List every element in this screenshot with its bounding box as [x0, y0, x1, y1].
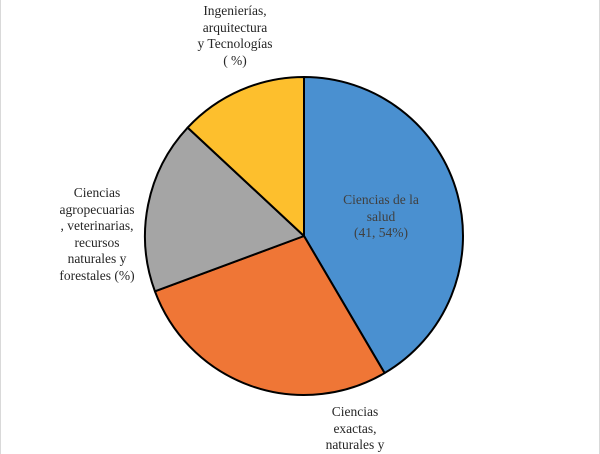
- label-line: Ciencias de la: [343, 192, 419, 207]
- label-line: naturales y: [67, 251, 127, 266]
- label-line: naturales y: [325, 437, 385, 452]
- slice-label-exactas: Ciencias exactas, naturales y: [310, 404, 400, 454]
- label-line: ( %): [223, 52, 247, 68]
- label-line: exactas,: [333, 420, 377, 436]
- label-line: Ciencias: [73, 185, 121, 200]
- label-line: agropecuarias: [59, 201, 135, 217]
- pie-slice-1: [303, 76, 464, 375]
- pie-slice-3: [144, 126, 305, 293]
- slice-label-salud: Ciencias de la salud (41, 54%): [326, 192, 436, 242]
- label-line: (41, 54%): [354, 225, 408, 240]
- label-line: arquitectura: [202, 19, 268, 35]
- slice-label-ingenierias: Ingenierías, arquitectura y Tecnologías …: [180, 3, 290, 69]
- label-line: forestales (%): [59, 267, 135, 283]
- label-line: recursos: [74, 234, 120, 250]
- slice-label-agropecuarias: Ciencias agropecuarias , veterinarias, r…: [36, 185, 158, 284]
- pie-slice-2: [153, 235, 386, 396]
- label-line: , veterinarias,: [60, 218, 134, 233]
- label-line: Ingenierías,: [203, 3, 267, 18]
- pie-slice-4: [186, 76, 305, 237]
- label-line: salud: [366, 208, 396, 224]
- label-line: y Tecnologías: [197, 36, 273, 51]
- label-line: Ciencias: [331, 404, 379, 419]
